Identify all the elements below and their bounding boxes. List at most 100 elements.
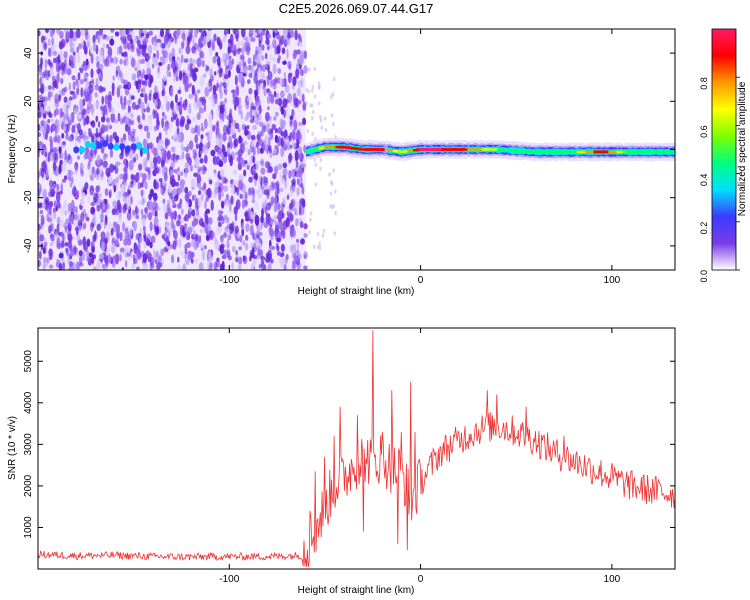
noise-speck — [77, 155, 80, 160]
noise-speck — [49, 138, 54, 150]
noise-speck — [182, 146, 186, 151]
noise-speck — [142, 182, 147, 188]
noise-speck — [158, 132, 162, 140]
noise-speck — [234, 75, 238, 86]
noise-speck — [232, 29, 237, 35]
noise-speck — [138, 44, 144, 50]
y-tick-label: 5000 — [23, 350, 34, 373]
noise-speck — [123, 79, 128, 85]
noise-speck — [192, 35, 195, 46]
noise-speck — [178, 70, 183, 81]
noise-speck — [112, 221, 118, 228]
noise-speck — [91, 134, 95, 144]
noise-speck — [80, 105, 83, 112]
spectrogram-plot-area — [38, 29, 675, 270]
noise-speck — [232, 119, 237, 125]
noise-speck — [248, 176, 253, 183]
noise-speck — [281, 201, 284, 213]
noise-speck — [201, 250, 206, 261]
noise-speck — [127, 234, 132, 241]
noise-speck — [69, 182, 73, 188]
noise-speck — [82, 223, 86, 230]
noise-speck — [167, 240, 171, 247]
noise-speck — [313, 94, 317, 99]
noise-speck — [148, 30, 153, 36]
noise-speck — [174, 113, 178, 119]
noise-speck — [228, 135, 233, 143]
noise-speck — [82, 98, 86, 107]
noise-speck — [248, 72, 253, 79]
noise-speck — [302, 157, 306, 162]
noise-speck — [145, 54, 151, 60]
noise-speck — [56, 200, 61, 209]
noise-speck — [38, 30, 41, 37]
noise-speck — [256, 53, 262, 64]
noise-speck — [298, 253, 302, 259]
noise-speck — [130, 131, 136, 139]
noise-speck — [273, 214, 277, 225]
noise-speck — [231, 261, 234, 270]
noise-speck — [71, 189, 75, 195]
x-tick-label: 100 — [604, 574, 621, 585]
noise-speck — [38, 183, 42, 193]
noise-speck — [228, 154, 233, 163]
noise-speck — [223, 124, 228, 135]
noise-speck — [248, 187, 252, 196]
noise-speck — [212, 56, 217, 64]
noise-speck — [276, 34, 281, 40]
noise-speck — [287, 172, 291, 177]
noise-speck — [302, 101, 307, 111]
noise-speck — [75, 131, 79, 136]
noise-speck — [189, 82, 193, 88]
noise-speck — [252, 155, 256, 164]
noise-speck — [130, 119, 135, 126]
noise-speck — [170, 87, 174, 98]
noise-speck — [290, 189, 294, 197]
noise-speck — [270, 196, 275, 205]
signal-blob — [113, 143, 120, 151]
noise-speck — [276, 251, 282, 256]
noise-speck — [141, 101, 145, 113]
noise-speck — [234, 225, 239, 235]
noise-speck — [66, 229, 71, 239]
noise-speck — [263, 264, 267, 270]
noise-speck — [92, 212, 96, 222]
noise-speck — [184, 161, 190, 169]
noise-speck — [186, 118, 192, 125]
noise-speck — [180, 251, 184, 256]
noise-speck — [47, 191, 53, 198]
noise-speck — [289, 213, 294, 222]
noise-speck — [142, 253, 148, 264]
noise-speck — [43, 96, 49, 102]
noise-speck — [78, 224, 82, 231]
noise-speck — [170, 100, 174, 111]
noise-speck — [191, 220, 197, 227]
noise-speck — [66, 68, 72, 76]
noise-speck — [208, 250, 212, 262]
noise-speck — [58, 252, 64, 259]
noise-speck — [80, 212, 85, 222]
noise-speck — [178, 47, 182, 54]
noise-speck — [203, 104, 207, 112]
noise-speck — [198, 142, 204, 152]
noise-speck — [272, 31, 276, 39]
noise-speck — [227, 142, 231, 148]
noise-speck — [92, 234, 97, 243]
noise-speck — [167, 207, 172, 217]
noise-speck — [309, 211, 313, 216]
noise-speck — [280, 177, 285, 185]
noise-speck — [148, 211, 152, 221]
noise-speck — [97, 259, 101, 267]
noise-speck — [234, 96, 240, 107]
noise-speck — [60, 62, 65, 71]
noise-speck — [54, 231, 58, 238]
noise-speck — [269, 130, 274, 140]
noise-speck — [68, 55, 74, 65]
noise-speck — [60, 151, 65, 158]
noise-speck — [274, 224, 279, 235]
noise-speck — [139, 235, 144, 245]
noise-speck — [122, 29, 127, 40]
noise-speck — [102, 160, 108, 168]
noise-speck — [316, 244, 320, 250]
noise-speck — [38, 259, 41, 268]
